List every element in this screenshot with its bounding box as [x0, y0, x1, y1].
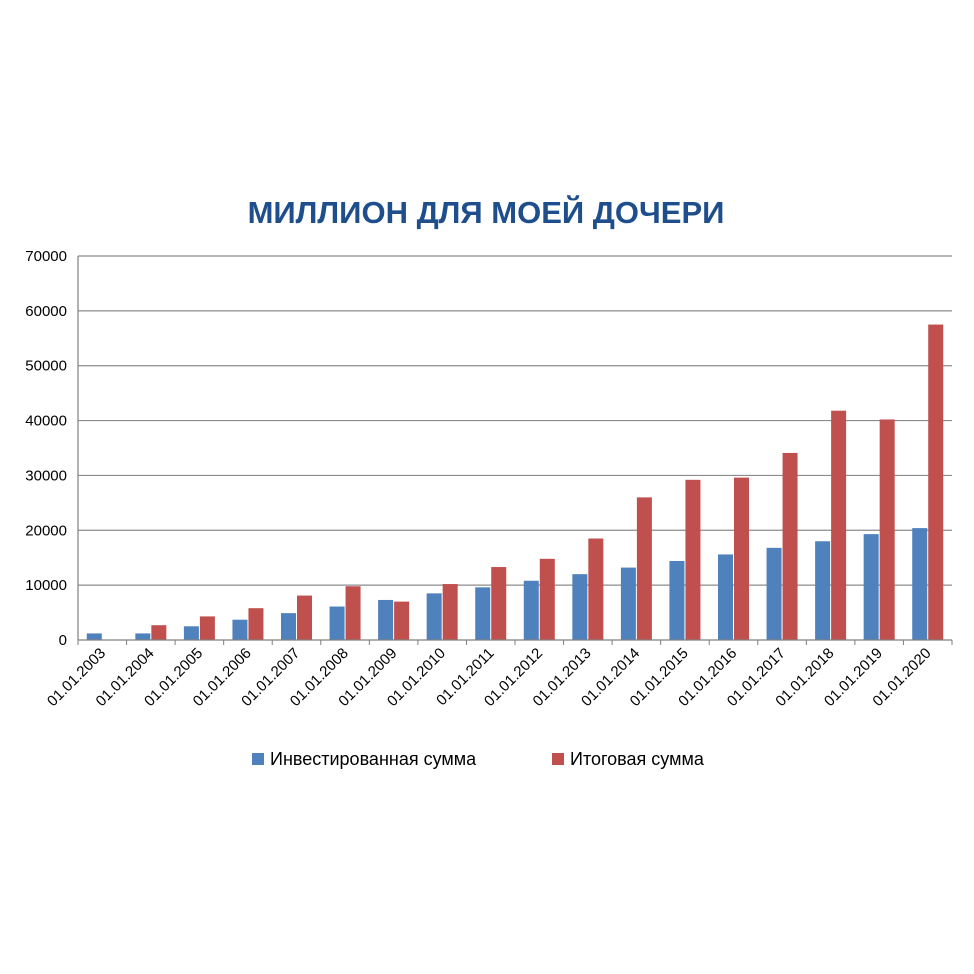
bar-invested	[669, 561, 685, 640]
bar-total	[539, 558, 555, 640]
y-tick-label: 60000	[25, 303, 67, 320]
bar-invested	[281, 613, 296, 640]
bar-invested	[426, 593, 442, 640]
bar-total	[782, 452, 798, 640]
bar-invested	[329, 606, 345, 640]
y-tick-label: 50000	[25, 358, 67, 375]
y-axis: 0 10000 20000 30000 40000 50000 60000 70000	[25, 248, 79, 649]
legend-swatch	[252, 753, 264, 765]
y-tick-label: 0	[59, 632, 67, 649]
bar-invested	[620, 567, 636, 640]
bar-total	[491, 567, 507, 640]
y-tick-label: 20000	[25, 522, 67, 539]
bar-invested	[863, 534, 879, 640]
bar-total	[151, 625, 167, 640]
bar-total	[297, 595, 312, 640]
bar-invested	[378, 599, 394, 640]
y-tick-label: 70000	[25, 248, 67, 265]
bar-invested	[766, 547, 782, 640]
y-tick-label: 30000	[25, 467, 67, 484]
x-axis: 01.01.200301.01.200401.01.200501.01.2006…	[44, 639, 953, 710]
bar-total	[928, 324, 944, 640]
bar-invested	[232, 619, 248, 640]
bar-total	[831, 410, 847, 640]
chart-title: МИЛЛИОН ДЛЯ МОЕЙ ДОЧЕРИ	[248, 194, 725, 230]
bar-total	[588, 538, 604, 640]
legend-swatch	[552, 753, 564, 765]
legend-label: Итоговая сумма	[570, 749, 705, 769]
bar-total	[345, 586, 361, 640]
bar-invested	[523, 580, 539, 640]
legend-label: Инвестированная сумма	[270, 749, 477, 769]
bar-invested	[86, 633, 102, 640]
bars	[86, 324, 944, 640]
gridlines	[78, 255, 952, 586]
bar-total	[879, 419, 895, 640]
bar-total	[734, 477, 749, 640]
bar-total	[199, 616, 215, 640]
bar-total	[442, 584, 458, 640]
bar-invested	[815, 541, 831, 640]
bar-invested	[718, 554, 733, 640]
bar-total	[685, 479, 701, 640]
bar-invested	[135, 633, 151, 640]
y-tick-label: 10000	[25, 577, 67, 594]
bar-invested	[183, 626, 199, 640]
bar-invested	[572, 574, 588, 640]
bar-invested	[475, 587, 491, 640]
y-tick-label: 40000	[25, 413, 67, 430]
legend: Инвестированная сумма Итоговая сумма	[252, 749, 705, 769]
bar-total	[394, 601, 410, 640]
bar-total	[248, 608, 264, 640]
bar-total	[636, 497, 652, 640]
bar-invested	[912, 528, 928, 640]
